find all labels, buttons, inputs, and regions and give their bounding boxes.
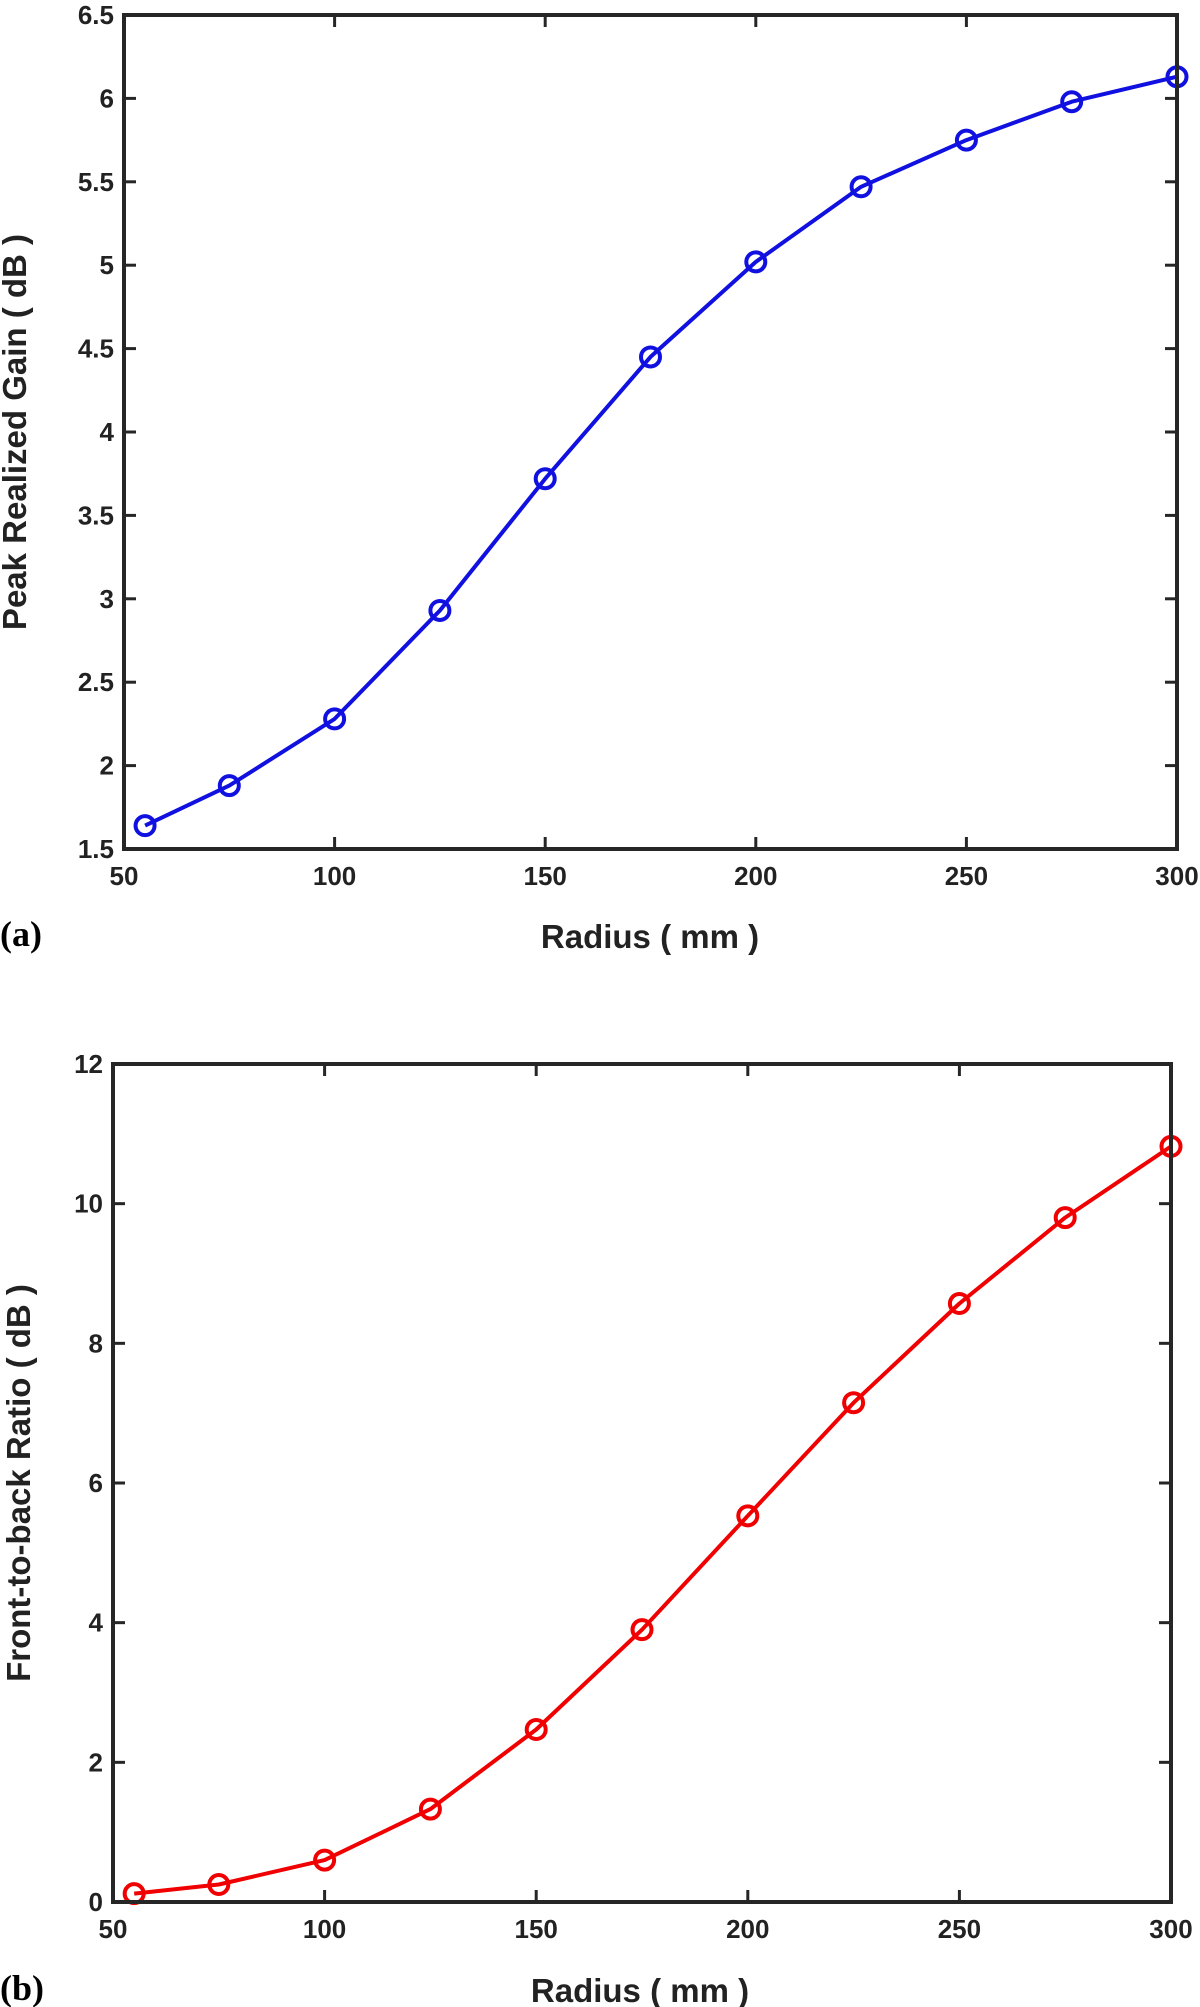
data-point-marker: [313, 1848, 337, 1872]
y-tick-label: 4: [100, 417, 115, 447]
y-tick-label: 6: [89, 1468, 103, 1498]
data-point-marker: [639, 345, 662, 369]
chart-b-series: [122, 1134, 1183, 1906]
series-line: [133, 1144, 1173, 1896]
y-tick-label: 12: [74, 1049, 103, 1079]
chart-a-series: [133, 65, 1189, 838]
chart-a-ticks: 50 100 150 200 250 300 1.5 2 2.5 3 3.5 4 4.5 5 5.5 6 6.5: [78, 0, 1199, 891]
chart-a-y-axis-title: Peak Realized Gain ( dB ): [0, 234, 33, 630]
data-point-marker: [849, 175, 873, 199]
x-tick-label: 100: [303, 1914, 346, 1944]
data-point-marker: [533, 467, 557, 491]
data-point-marker: [947, 1292, 971, 1316]
chart-a-panel-label: (a): [0, 914, 42, 954]
data-point-marker: [217, 774, 241, 798]
chart-b-ticks: 50 100 150 200 250 300 0 2 4 6 8 10 12: [74, 1049, 1193, 1944]
y-tick-label: 10: [74, 1189, 103, 1219]
y-tick-label: 5: [100, 250, 114, 280]
data-point-marker: [524, 1718, 548, 1742]
y-tick-label: 4.5: [78, 334, 114, 364]
x-tick-label: 150: [524, 861, 567, 891]
chart-b-panel-label: (b): [0, 1968, 44, 2007]
y-tick-label: 6: [100, 83, 114, 113]
data-point-marker: [1053, 1206, 1077, 1230]
x-tick-label: 250: [938, 1914, 981, 1944]
y-tick-label: 4: [89, 1608, 104, 1638]
data-point-marker: [418, 1797, 442, 1821]
data-point-marker: [736, 1504, 760, 1528]
x-tick-label: 300: [1149, 1914, 1192, 1944]
x-tick-label: 50: [110, 861, 139, 891]
y-tick-label: 0: [89, 1887, 103, 1917]
x-tick-label: 50: [99, 1914, 128, 1944]
x-tick-label: 300: [1155, 861, 1198, 891]
chart-b-plot-frame: [111, 1062, 1173, 1904]
chart-a-plot-frame: [122, 13, 1179, 851]
x-tick-label: 150: [515, 1914, 558, 1944]
x-tick-label: 200: [734, 861, 777, 891]
y-tick-label: 3.5: [78, 500, 114, 530]
y-tick-label: 2: [89, 1747, 103, 1777]
chart-a-peak-realized-gain: 50 100 150 200 250 300 1.5 2 2.5 3 3.5 4 4.5 5 5.5 6 6.5…: [0, 0, 1199, 955]
chart-b-x-axis-title: Radius ( mm ): [531, 1972, 749, 2007]
chart-b-y-axis-title: Front-to-back Ratio ( dB ): [0, 1284, 37, 1682]
chart-a-x-axis-title: Radius ( mm ): [541, 918, 759, 955]
y-tick-label: 2: [100, 751, 114, 781]
chart-b-front-to-back-ratio: 50 100 150 200 250 300 0 2 4 6 8 10 12 Radius ( mm )…: [0, 1049, 1193, 2007]
y-tick-label: 8: [89, 1328, 103, 1358]
data-point-marker: [133, 814, 157, 838]
x-tick-label: 200: [726, 1914, 769, 1944]
data-point-marker: [842, 1391, 866, 1415]
data-point-marker: [207, 1873, 231, 1897]
data-point-marker: [954, 128, 978, 152]
x-tick-label: 100: [313, 861, 356, 891]
y-tick-label: 1.5: [78, 834, 114, 864]
y-tick-label: 5.5: [78, 167, 114, 197]
y-tick-label: 3: [100, 584, 114, 614]
y-tick-label: 2.5: [78, 667, 114, 697]
y-tick-label: 6.5: [78, 0, 114, 30]
data-point-marker: [630, 1618, 654, 1642]
data-point-marker: [428, 598, 452, 622]
data-point-marker: [323, 707, 347, 731]
x-tick-label: 250: [945, 861, 988, 891]
data-point-marker: [744, 250, 768, 274]
data-point-marker: [1060, 90, 1084, 114]
series-line: [144, 74, 1178, 828]
